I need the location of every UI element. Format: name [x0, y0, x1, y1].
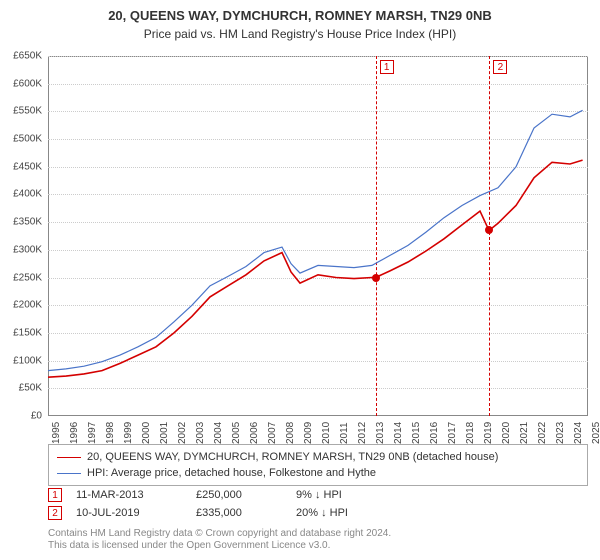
y-tick-label: £450K: [0, 161, 42, 172]
y-tick-label: £500K: [0, 134, 42, 145]
x-tick-label: 2023: [555, 422, 566, 444]
y-tick-label: £350K: [0, 217, 42, 228]
chart-container: 20, QUEENS WAY, DYMCHURCH, ROMNEY MARSH,…: [0, 0, 600, 560]
x-tick-label: 2006: [249, 422, 260, 444]
legend-label-property: 20, QUEENS WAY, DYMCHURCH, ROMNEY MARSH,…: [87, 451, 498, 463]
x-tick-label: 2009: [303, 422, 314, 444]
y-tick-label: £250K: [0, 272, 42, 283]
legend-swatch-hpi: [57, 473, 81, 474]
y-tick-label: £600K: [0, 78, 42, 89]
event-price-1: £250,000: [196, 489, 296, 501]
x-tick-label: 2000: [141, 422, 152, 444]
y-tick-label: £150K: [0, 327, 42, 338]
event-point-1: [372, 274, 380, 282]
x-tick-label: 2017: [447, 422, 458, 444]
x-tick-label: 2013: [375, 422, 386, 444]
x-tick-label: 1996: [69, 422, 80, 444]
legend-swatch-property: [57, 457, 81, 458]
legend-label-hpi: HPI: Average price, detached house, Folk…: [87, 467, 376, 479]
x-tick-label: 2016: [429, 422, 440, 444]
x-tick-label: 2022: [537, 422, 548, 444]
x-tick-label: 2001: [159, 422, 170, 444]
event-price-2: £335,000: [196, 507, 296, 519]
legend: 20, QUEENS WAY, DYMCHURCH, ROMNEY MARSH,…: [48, 444, 588, 486]
event-change-1: 9% ↓ HPI: [296, 489, 416, 501]
event-row-2: 2 10-JUL-2019 £335,000 20% ↓ HPI: [48, 504, 588, 522]
footer-line-2: This data is licensed under the Open Gov…: [48, 540, 588, 552]
series-line-hpi: [48, 110, 583, 370]
event-number-box-1: 1: [48, 488, 62, 502]
x-tick-label: 2002: [177, 422, 188, 444]
x-tick-label: 2015: [411, 422, 422, 444]
event-number-box-2: 2: [48, 506, 62, 520]
footer: Contains HM Land Registry data © Crown c…: [48, 528, 588, 552]
title-subtitle: Price paid vs. HM Land Registry's House …: [0, 27, 600, 41]
legend-row-hpi: HPI: Average price, detached house, Folk…: [57, 465, 579, 481]
y-tick-label: £300K: [0, 244, 42, 255]
y-tick-label: £50K: [0, 383, 42, 394]
title-address: 20, QUEENS WAY, DYMCHURCH, ROMNEY MARSH,…: [0, 8, 600, 23]
event-date-2: 10-JUL-2019: [76, 507, 196, 519]
x-tick-label: 2012: [357, 422, 368, 444]
title-block: 20, QUEENS WAY, DYMCHURCH, ROMNEY MARSH,…: [0, 0, 600, 41]
x-tick-label: 2020: [501, 422, 512, 444]
y-tick-label: £100K: [0, 355, 42, 366]
x-tick-label: 2019: [483, 422, 494, 444]
x-tick-label: 1995: [51, 422, 62, 444]
x-tick-label: 2024: [573, 422, 584, 444]
x-tick-label: 2005: [231, 422, 242, 444]
series-lines: [48, 56, 588, 416]
y-tick-label: £400K: [0, 189, 42, 200]
legend-row-property: 20, QUEENS WAY, DYMCHURCH, ROMNEY MARSH,…: [57, 449, 579, 465]
chart-area: 12: [48, 56, 588, 416]
x-tick-label: 2007: [267, 422, 278, 444]
events-table: 1 11-MAR-2013 £250,000 9% ↓ HPI 2 10-JUL…: [48, 486, 588, 522]
y-tick-label: £650K: [0, 51, 42, 62]
series-line-property: [48, 160, 583, 377]
x-tick-label: 1999: [123, 422, 134, 444]
x-tick-label: 2004: [213, 422, 224, 444]
y-tick-label: £0: [0, 411, 42, 422]
y-tick-label: £550K: [0, 106, 42, 117]
x-tick-label: 2011: [339, 422, 350, 444]
event-point-2: [485, 226, 493, 234]
x-tick-label: 1997: [87, 422, 98, 444]
y-tick-label: £200K: [0, 300, 42, 311]
x-tick-label: 2018: [465, 422, 476, 444]
x-tick-label: 2014: [393, 422, 404, 444]
footer-line-1: Contains HM Land Registry data © Crown c…: [48, 528, 588, 540]
x-tick-label: 2021: [519, 422, 530, 444]
event-marker-1: 1: [380, 60, 394, 74]
event-change-2: 20% ↓ HPI: [296, 507, 416, 519]
x-tick-label: 1998: [105, 422, 116, 444]
x-tick-label: 2008: [285, 422, 296, 444]
event-row-1: 1 11-MAR-2013 £250,000 9% ↓ HPI: [48, 486, 588, 504]
x-tick-label: 2010: [321, 422, 332, 444]
x-tick-label: 2025: [591, 422, 600, 444]
x-tick-label: 2003: [195, 422, 206, 444]
event-date-1: 11-MAR-2013: [76, 489, 196, 501]
event-marker-2: 2: [493, 60, 507, 74]
